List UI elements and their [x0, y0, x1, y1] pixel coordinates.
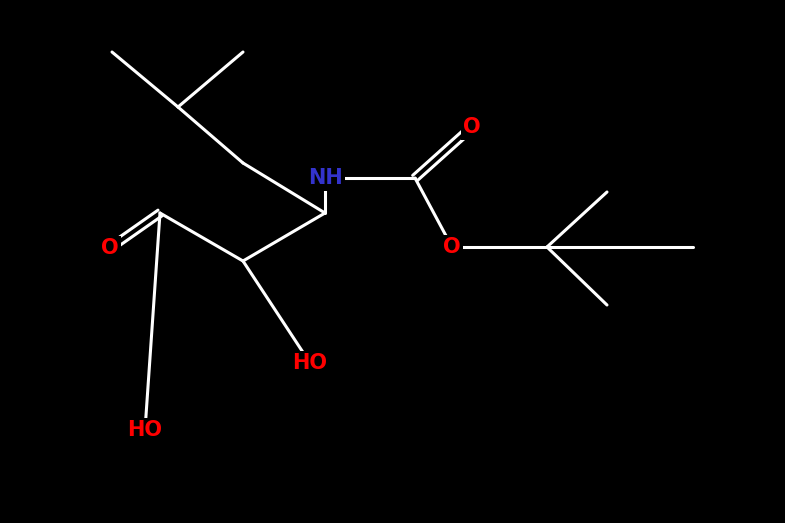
Text: HO: HO [293, 353, 327, 373]
Text: O: O [101, 238, 119, 258]
Text: O: O [463, 117, 480, 137]
Text: NH: NH [308, 168, 342, 188]
Text: HO: HO [127, 420, 162, 440]
Text: O: O [444, 237, 461, 257]
